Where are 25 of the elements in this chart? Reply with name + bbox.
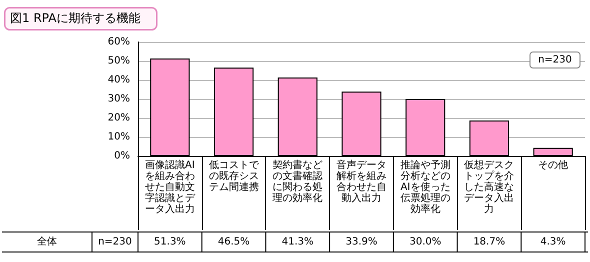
text: n=230: [98, 236, 132, 248]
x-tick-label: 契約書などの文書確認に関わる処理の効率化: [272, 159, 323, 204]
x-tick-label: その他: [538, 159, 568, 171]
y-tick-label: 40%: [108, 74, 130, 86]
x-tick-label: 低コストでの既存システム間連携: [208, 160, 260, 193]
data-label: 30.0%: [409, 236, 442, 248]
chart-title: 図1 RPAに期待する機能: [10, 11, 140, 25]
data-label: 51.3%: [154, 236, 186, 248]
y-tick-label: 20%: [108, 112, 130, 124]
y-tick-label: 60%: [108, 36, 130, 48]
data-label: 4.3%: [540, 236, 566, 248]
data-label: 46.5%: [218, 236, 250, 248]
x-tick-label: 音声データ解析を組み合わせた自動入出力: [336, 159, 386, 204]
data-label: 41.3%: [282, 236, 314, 248]
text: 全体: [37, 236, 57, 248]
y-tick-label: 0%: [114, 150, 130, 162]
annotation: n=230: [538, 54, 572, 66]
y-tick-label: 30%: [108, 94, 130, 104]
y-tick-label: 50%: [108, 56, 130, 66]
y-tick-label: 10%: [108, 132, 130, 142]
x-tick-label: 推論や予測分析などのAIを使った伝票処理の効率化: [400, 159, 450, 215]
data-label: 33.9%: [346, 236, 378, 248]
x-tick-label: 仮想デスクトップを介した高速なデータ入出力: [464, 159, 514, 215]
data-label: 18.7%: [473, 236, 506, 248]
x-tick-label: 画像認識AIを組み合わせた自動文字認識とデータ入出力: [144, 159, 196, 215]
